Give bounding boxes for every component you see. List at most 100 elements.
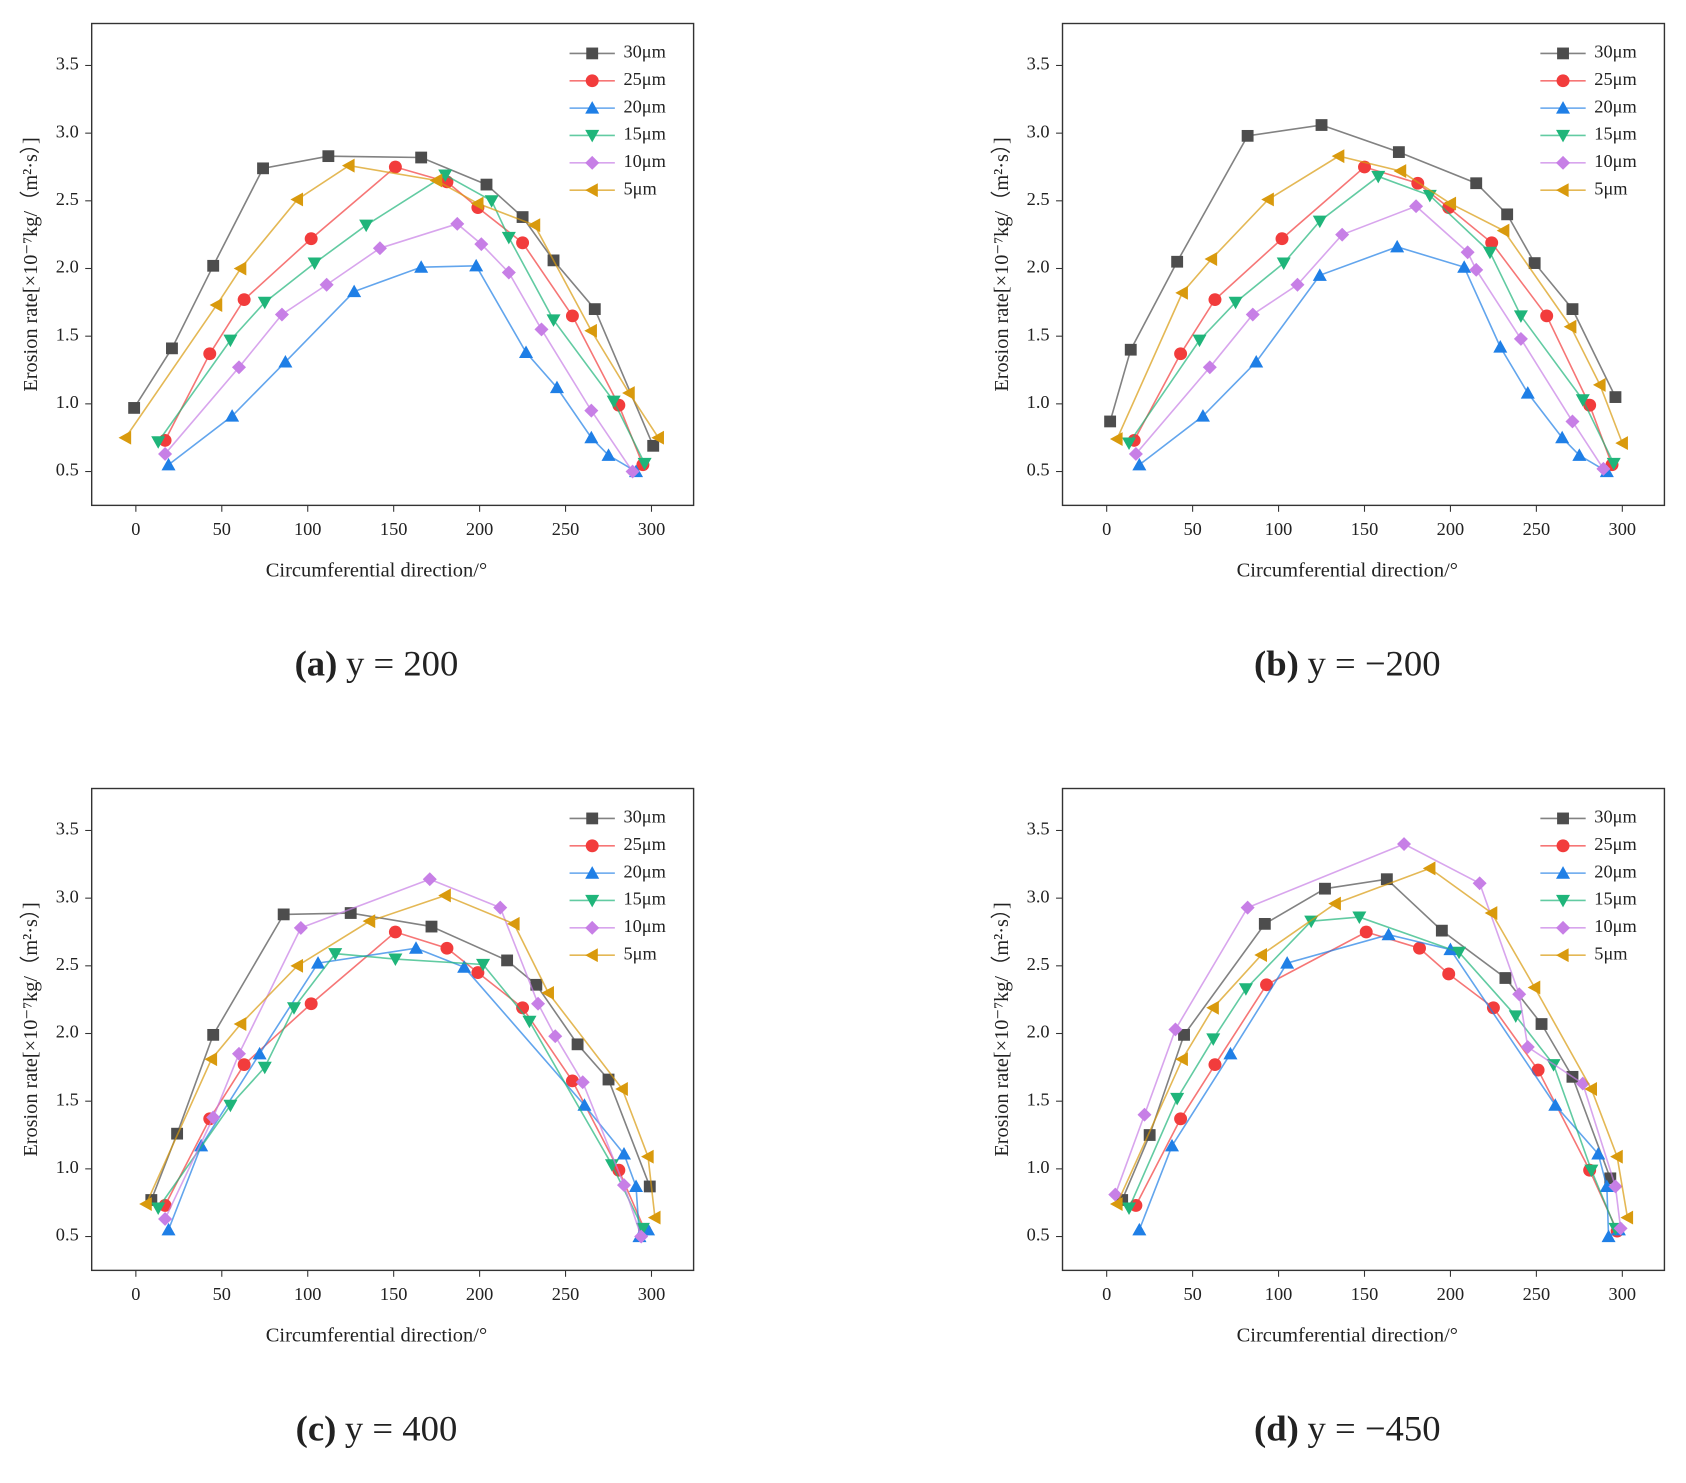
legend-marker xyxy=(1556,155,1571,170)
x-tick-label: 0 xyxy=(131,519,140,539)
marker xyxy=(1422,861,1436,876)
legend-marker xyxy=(585,894,600,908)
marker xyxy=(388,953,403,967)
series-line xyxy=(167,947,649,1239)
x-tick-label: 150 xyxy=(1351,1284,1379,1304)
marker xyxy=(469,258,484,272)
marker xyxy=(1109,1197,1123,1211)
marker xyxy=(1484,906,1498,920)
series-line xyxy=(145,894,656,1218)
x-tick-label: 100 xyxy=(1265,519,1293,539)
marker xyxy=(625,464,640,479)
marker xyxy=(476,958,491,972)
legend-label: 5μm xyxy=(623,943,656,963)
marker xyxy=(541,985,554,1000)
marker xyxy=(1261,192,1274,207)
marker xyxy=(139,1197,152,1211)
y-tick-label: 3.0 xyxy=(56,886,79,906)
legend-marker xyxy=(1556,839,1570,853)
marker xyxy=(388,160,402,174)
marker xyxy=(1393,164,1407,178)
marker xyxy=(519,345,534,358)
marker xyxy=(516,236,530,250)
marker xyxy=(643,1180,656,1193)
marker xyxy=(429,173,443,188)
legend-label: 15μm xyxy=(623,889,665,909)
marker xyxy=(565,1074,579,1088)
marker xyxy=(233,261,247,276)
y-tick-label: 3.5 xyxy=(1027,819,1050,839)
legend-marker xyxy=(585,183,598,198)
marker xyxy=(161,1222,176,1236)
caption: (b) y = −200 xyxy=(1254,643,1441,684)
marker xyxy=(1280,956,1295,969)
marker xyxy=(1381,927,1396,941)
y-tick-label: 2.0 xyxy=(56,1022,79,1042)
plot-frame xyxy=(1061,787,1666,1272)
marker xyxy=(1460,245,1475,260)
y-tick-label: 2.5 xyxy=(1027,189,1050,209)
marker xyxy=(530,978,543,991)
marker xyxy=(1499,972,1512,984)
plot-frame xyxy=(90,787,695,1272)
marker xyxy=(1380,873,1393,886)
legend-label: 20μm xyxy=(623,861,665,881)
marker xyxy=(1486,1001,1500,1015)
marker xyxy=(1613,1221,1628,1236)
plot-frame xyxy=(1061,22,1666,507)
legend-marker xyxy=(1556,948,1569,963)
y-tick-label: 2.0 xyxy=(1027,257,1050,277)
marker xyxy=(1442,967,1456,981)
marker xyxy=(1129,1198,1143,1212)
series-line xyxy=(1135,931,1618,1232)
x-tick-label: 300 xyxy=(1609,519,1637,539)
marker xyxy=(237,1058,251,1072)
marker xyxy=(602,1073,615,1086)
x-tick-label: 50 xyxy=(213,1284,231,1304)
marker xyxy=(1328,896,1341,911)
series-line xyxy=(1114,843,1622,1229)
marker xyxy=(440,941,454,955)
marker xyxy=(1527,980,1541,995)
plot-frame xyxy=(90,22,695,507)
legend-label: 15μm xyxy=(623,124,665,144)
x-tick-label: 50 xyxy=(1183,1284,1201,1304)
marker xyxy=(347,284,362,298)
marker xyxy=(257,296,272,310)
marker xyxy=(1108,1187,1123,1202)
y-tick-label: 1.0 xyxy=(1027,1157,1050,1177)
y-tick-label: 3.5 xyxy=(1027,54,1050,74)
legend-marker xyxy=(1556,894,1571,908)
legend-marker xyxy=(585,129,600,143)
chart: 0 50 100 150 200 250 300 0.5 1.0 1.5 2.0 2.5 3.0 3.5 C… xyxy=(19,787,695,1449)
x-tick-label: 250 xyxy=(552,519,580,539)
marker xyxy=(290,958,304,973)
series-line xyxy=(124,164,660,439)
marker xyxy=(506,916,520,931)
marker xyxy=(584,430,599,444)
marker xyxy=(1610,1149,1623,1164)
legend-marker xyxy=(585,948,598,963)
marker xyxy=(388,925,402,939)
marker xyxy=(1276,257,1291,271)
marker xyxy=(223,334,238,348)
x-tick-label: 200 xyxy=(466,519,494,539)
marker xyxy=(307,257,322,271)
marker xyxy=(1591,1147,1606,1160)
legend-label: 25μm xyxy=(1594,69,1636,89)
x-tick-label: 50 xyxy=(1183,519,1201,539)
legend-label: 10μm xyxy=(1594,151,1636,171)
y-tick-label: 0.5 xyxy=(1027,460,1050,480)
series-line xyxy=(1116,867,1629,1218)
y-tick-label: 2.5 xyxy=(1027,954,1050,974)
y-tick-label: 1.5 xyxy=(56,324,79,344)
y-tick-label: 0.5 xyxy=(1027,1225,1050,1245)
x-tick-label: 150 xyxy=(380,519,408,539)
caption: (d) y = −450 xyxy=(1254,1408,1441,1449)
marker xyxy=(1520,386,1535,399)
y-axis-label: Erosion rate[×10⁻⁷kg/（m²·s）] xyxy=(990,137,1013,391)
legend-marker xyxy=(1556,920,1571,935)
x-tick-label: 250 xyxy=(1523,1284,1551,1304)
y-tick-label: 3.0 xyxy=(1027,886,1050,906)
